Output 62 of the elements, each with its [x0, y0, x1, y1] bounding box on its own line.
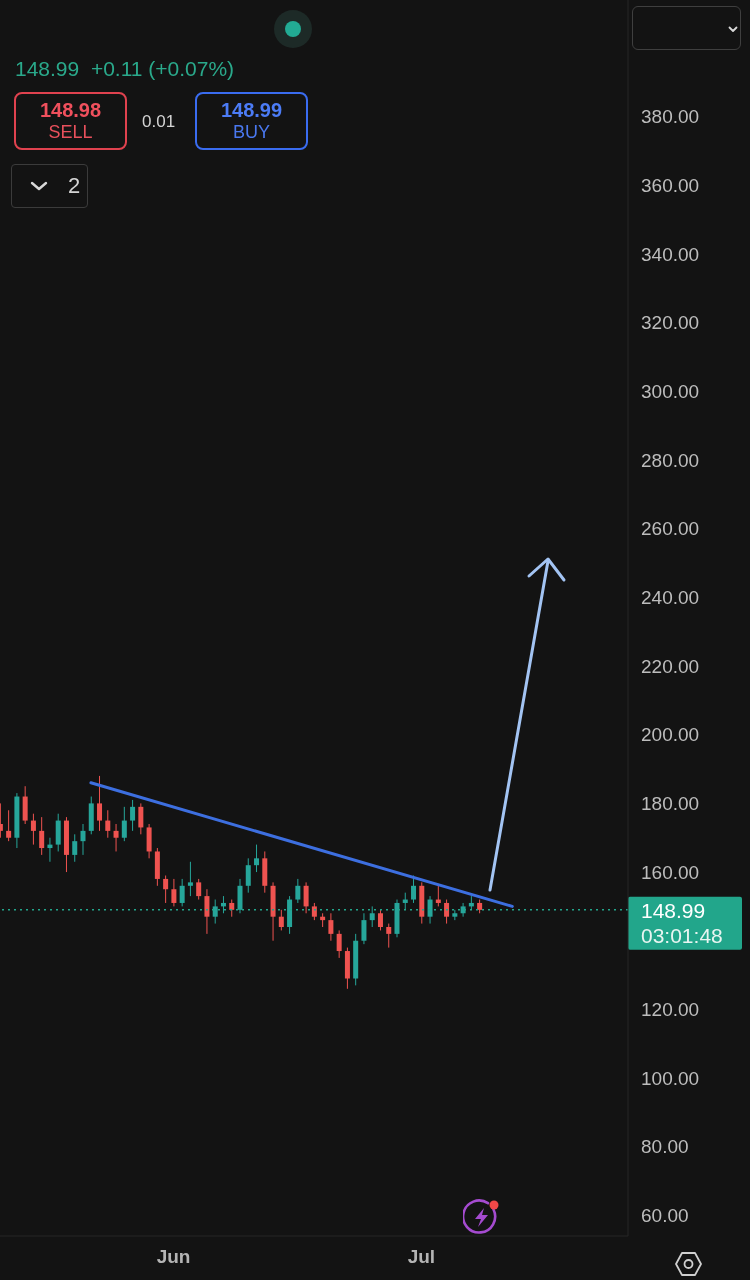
y-tick-label: 100.00: [641, 1067, 700, 1089]
candlestick: [361, 912, 367, 945]
y-tick-label: 240.00: [641, 587, 700, 609]
candlestick: [39, 816, 45, 856]
candlestick: [386, 923, 392, 949]
y-tick-label: 320.00: [641, 312, 700, 334]
sell-button: 148.98 SELL: [14, 92, 127, 150]
candlestick: [204, 888, 210, 935]
y-tick-label: 200.00: [641, 724, 700, 746]
y-tick-label: 340.00: [641, 243, 700, 265]
candlestick: [130, 799, 136, 832]
annotation: 148.99: [220, 99, 283, 122]
candlestick: [30, 813, 36, 846]
candlestick: [369, 905, 375, 928]
candlestick: [278, 909, 284, 931]
candlestick: [295, 878, 301, 904]
annotation: BUY: [232, 122, 270, 143]
annotation: 148.98: [39, 99, 102, 122]
candlestick: [303, 881, 309, 914]
y-tick-label: 180.00: [641, 793, 700, 815]
candlestick: [336, 929, 342, 959]
candlestick: [179, 878, 185, 907]
y-tick-label: 280.00: [641, 449, 700, 471]
y-tick-label: 80.00: [641, 1136, 689, 1158]
y-tick-label: 360.00: [641, 175, 700, 197]
text: 148.99 +0.11 (+0.07%): [15, 56, 235, 82]
y-tick-label: 300.00: [641, 381, 700, 403]
y-tick-label: 380.00: [641, 106, 700, 128]
y-tick-label: 220.00: [641, 655, 700, 677]
candlestick: [163, 875, 169, 904]
candlestick: [80, 823, 86, 856]
candlestick: [444, 899, 450, 925]
candlestick: [121, 806, 127, 842]
text: 03:01:48: [641, 924, 723, 948]
candlestick: [138, 802, 144, 835]
x-tick-label: Jun: [156, 1246, 191, 1268]
annotation: 2: [68, 173, 81, 199]
buy-button: 148.99 BUY: [195, 92, 308, 150]
candlestick: [187, 861, 193, 897]
collapse-button: 2: [11, 164, 88, 208]
candlestick: [460, 902, 466, 918]
candlestick: [171, 878, 177, 907]
y-tick-label: 120.00: [641, 999, 700, 1021]
x-tick-label: Jul: [407, 1246, 436, 1268]
candlestick: [113, 823, 119, 852]
ref-line-label: 148.99: [641, 899, 706, 923]
candlestick: [328, 912, 334, 942]
candlestick: [196, 878, 202, 901]
y-tick-label: 260.00: [641, 518, 700, 540]
candlestick: [105, 809, 111, 839]
candlestick: [212, 899, 218, 925]
y-tick-label: 160.00: [641, 861, 700, 883]
candlestick: [245, 857, 251, 894]
candlestick: [72, 833, 78, 863]
candlestick: [6, 809, 12, 842]
candlestick: [427, 895, 433, 925]
annotation: SELL: [48, 122, 93, 143]
annotation: 0.01: [142, 111, 176, 132]
candlestick: [97, 775, 103, 832]
y-tick-label: 60.00: [641, 1205, 689, 1227]
candlestick: [254, 844, 260, 873]
candlestick: [377, 909, 383, 931]
